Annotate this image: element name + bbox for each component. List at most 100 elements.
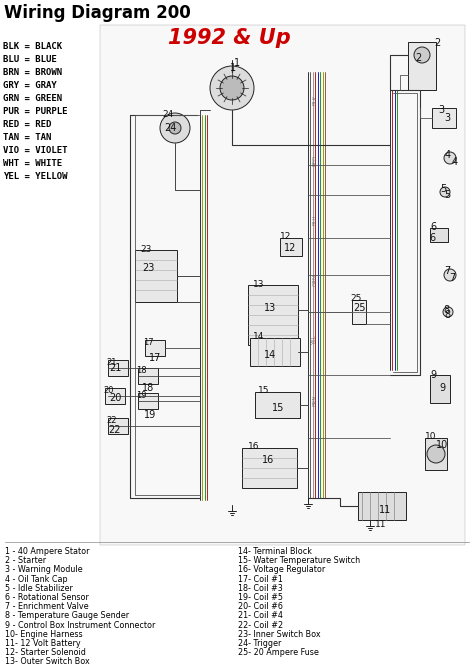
Bar: [255, 392, 300, 418]
Text: 11: 11: [375, 520, 386, 529]
Bar: [105, 388, 125, 404]
Text: 6: 6: [430, 222, 436, 232]
Text: 9: 9: [439, 383, 445, 393]
Text: 4: 4: [452, 157, 458, 167]
Text: 10: 10: [425, 432, 437, 441]
Text: 20: 20: [103, 386, 113, 395]
Text: 14: 14: [264, 350, 276, 360]
Text: 5: 5: [440, 184, 446, 194]
Text: RED: RED: [312, 154, 318, 165]
Text: 3 - Warning Module: 3 - Warning Module: [5, 566, 82, 574]
Text: 22: 22: [106, 416, 117, 425]
Text: 17- Coil #1: 17- Coil #1: [238, 574, 283, 584]
Text: 3: 3: [438, 105, 444, 115]
Text: 5: 5: [444, 190, 450, 200]
Text: 12: 12: [284, 243, 296, 253]
Text: 1: 1: [230, 63, 236, 73]
Circle shape: [443, 307, 453, 317]
Text: 15- Water Temperature Switch: 15- Water Temperature Switch: [238, 556, 360, 565]
Text: 16- Voltage Regulator: 16- Voltage Regulator: [238, 566, 325, 574]
Text: BLK = BLACK: BLK = BLACK: [3, 42, 62, 51]
Text: 25: 25: [354, 303, 366, 313]
Text: BLK: BLK: [312, 95, 318, 105]
Text: YEL = YELLOW: YEL = YELLOW: [3, 172, 67, 181]
Bar: [138, 368, 158, 384]
Text: 13: 13: [264, 303, 276, 313]
Text: RED = RED: RED = RED: [3, 120, 51, 129]
Circle shape: [427, 445, 445, 463]
Text: 7: 7: [444, 266, 450, 276]
Text: 18: 18: [142, 383, 154, 393]
Text: 13- Outer Switch Box: 13- Outer Switch Box: [5, 658, 90, 666]
Text: 16: 16: [262, 455, 274, 465]
Bar: [430, 375, 450, 403]
Bar: [135, 250, 177, 302]
Text: TAN = TAN: TAN = TAN: [3, 133, 51, 142]
Bar: [425, 438, 447, 470]
Circle shape: [210, 66, 254, 110]
Text: VIO = VIOLET: VIO = VIOLET: [3, 146, 67, 155]
Bar: [242, 448, 297, 488]
Text: Wiring Diagram 200: Wiring Diagram 200: [4, 4, 191, 22]
Text: PUR = PURPLE: PUR = PURPLE: [3, 107, 67, 116]
Text: 11- 12 Volt Battery: 11- 12 Volt Battery: [5, 639, 81, 648]
Bar: [108, 360, 128, 376]
Text: BRN: BRN: [312, 394, 318, 406]
Text: 20- Coil #6: 20- Coil #6: [238, 602, 283, 611]
Text: 21: 21: [106, 358, 117, 367]
Text: 1 - 40 Ampere Stator: 1 - 40 Ampere Stator: [5, 547, 90, 556]
Circle shape: [220, 76, 244, 100]
Text: 23: 23: [140, 245, 151, 254]
Text: 7: 7: [449, 273, 455, 283]
Text: 8: 8: [444, 310, 450, 320]
Bar: [358, 492, 406, 520]
Text: 12: 12: [280, 232, 292, 241]
Text: 18: 18: [136, 366, 146, 375]
Text: 24: 24: [162, 110, 173, 119]
Text: 15: 15: [272, 403, 284, 413]
Text: GRN: GRN: [312, 274, 318, 286]
Text: BRN = BROWN: BRN = BROWN: [3, 68, 62, 77]
Text: 2 - Starter: 2 - Starter: [5, 556, 46, 565]
Bar: [108, 418, 128, 434]
Text: 6 - Rotational Sensor: 6 - Rotational Sensor: [5, 593, 89, 602]
Text: 2: 2: [434, 38, 440, 48]
Text: 25- 20 Ampere Fuse: 25- 20 Ampere Fuse: [238, 648, 319, 657]
Bar: [250, 338, 300, 366]
Text: 1: 1: [234, 58, 240, 68]
Text: 24- Trigger: 24- Trigger: [238, 639, 282, 648]
Circle shape: [169, 122, 181, 134]
Text: 23- Inner Switch Box: 23- Inner Switch Box: [238, 630, 320, 639]
Text: 8 - Temperature Gauge Sender: 8 - Temperature Gauge Sender: [5, 612, 129, 620]
Text: 22: 22: [109, 425, 121, 435]
Text: 7 - Enrichment Valve: 7 - Enrichment Valve: [5, 602, 89, 611]
Circle shape: [444, 152, 456, 164]
Text: 18- Coil #3: 18- Coil #3: [238, 584, 283, 593]
Bar: [138, 393, 158, 409]
Text: GRN = GREEN: GRN = GREEN: [3, 94, 62, 103]
Text: 8: 8: [443, 305, 449, 315]
Circle shape: [414, 47, 430, 63]
Text: 25: 25: [350, 294, 361, 303]
Bar: [352, 300, 366, 324]
Circle shape: [440, 187, 450, 197]
Bar: [408, 42, 436, 90]
Text: BLU = BLUE: BLU = BLUE: [3, 55, 57, 64]
Text: 12- Starter Solenoid: 12- Starter Solenoid: [5, 648, 86, 657]
Bar: [100, 25, 465, 545]
Text: 19- Coil #5: 19- Coil #5: [238, 593, 283, 602]
Text: 14: 14: [253, 332, 264, 341]
Bar: [430, 228, 448, 242]
Text: 22- Coil #2: 22- Coil #2: [238, 620, 283, 630]
Circle shape: [444, 269, 456, 281]
Text: 2: 2: [415, 53, 421, 63]
Text: 15: 15: [258, 386, 270, 395]
Text: 1992 & Up: 1992 & Up: [168, 28, 291, 48]
Bar: [280, 238, 302, 256]
Text: GRY = GRAY: GRY = GRAY: [3, 81, 57, 90]
Text: 16: 16: [248, 442, 259, 451]
Bar: [432, 108, 456, 128]
Text: 23: 23: [142, 263, 154, 273]
Text: 24: 24: [164, 123, 176, 133]
Text: BLU: BLU: [312, 215, 318, 225]
